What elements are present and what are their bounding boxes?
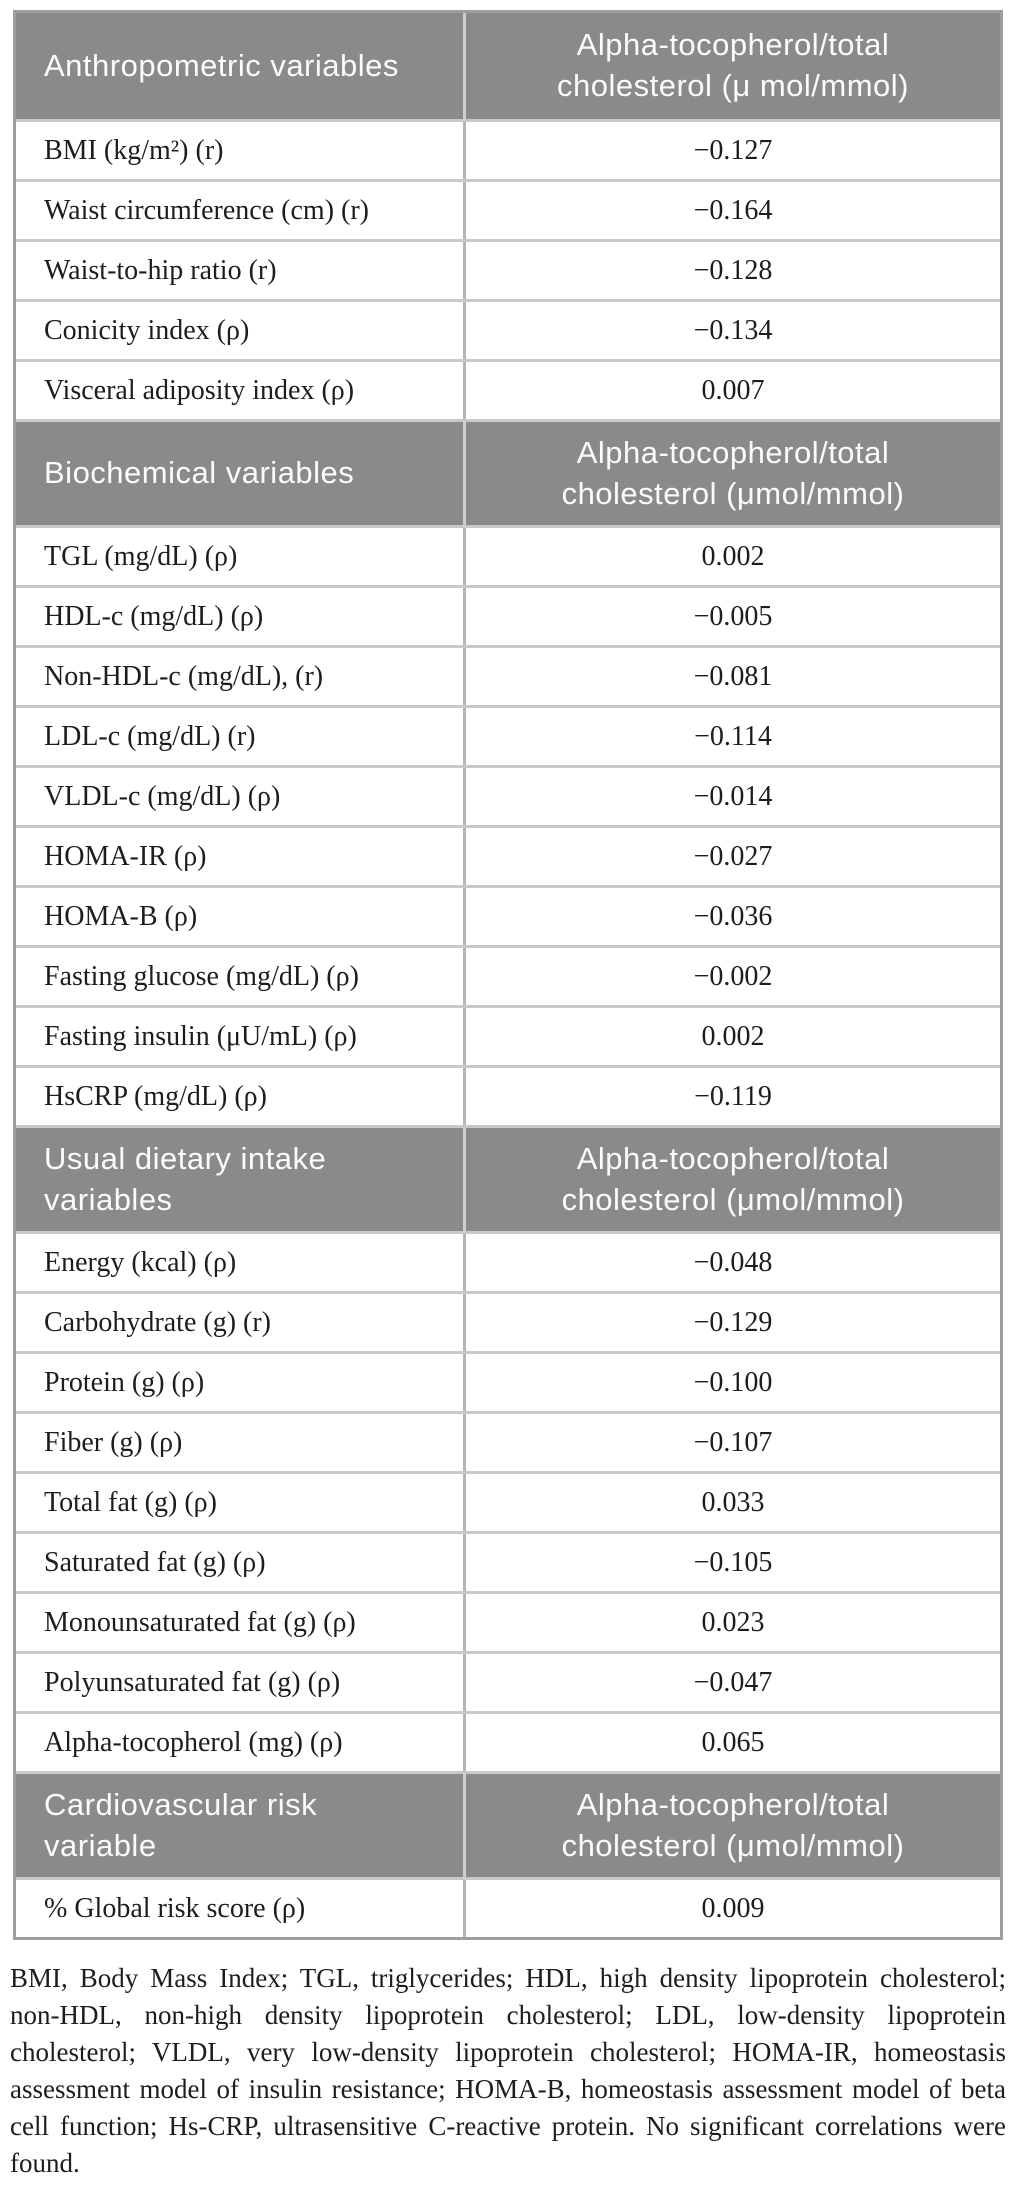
table-row: BMI (kg/m²) (r) −0.127 xyxy=(16,119,1000,179)
row-value: −0.005 xyxy=(463,588,1000,645)
section-header-label: Cardiovascular risk variable xyxy=(16,1774,463,1877)
section-header-value-column: Alpha-tocopherol/total cholesterol (μ mo… xyxy=(463,13,1000,119)
row-value: 0.009 xyxy=(463,1880,1000,1937)
row-label: TGL (mg/dL) (ρ) xyxy=(44,540,238,572)
section-rows: Energy (kcal) (ρ) −0.048 Carbohydrate (g… xyxy=(16,1231,1000,1771)
table-section: Biochemical variables Alpha-tocopherol/t… xyxy=(16,419,1000,1125)
section-rows: BMI (kg/m²) (r) −0.127 Waist circumferen… xyxy=(16,119,1000,419)
correlation-table: Anthropometric variables Alpha-tocophero… xyxy=(13,10,1003,1940)
section-header-row: Cardiovascular risk variable Alpha-tocop… xyxy=(16,1771,1000,1877)
table-row: Alpha-tocopherol (mg) (ρ) 0.065 xyxy=(16,1711,1000,1771)
row-value: −0.119 xyxy=(463,1068,1000,1125)
section-header-label: Usual dietary intake variables xyxy=(16,1128,463,1231)
section-rows: % Global risk score (ρ) 0.009 xyxy=(16,1877,1000,1937)
row-label: % Global risk score (ρ) xyxy=(44,1892,306,1924)
row-label: VLDL-c (mg/dL) (ρ) xyxy=(44,780,281,812)
section-header-label: Biochemical variables xyxy=(16,422,463,525)
row-value: −0.134 xyxy=(463,302,1000,359)
row-value: −0.107 xyxy=(463,1414,1000,1471)
row-value: −0.002 xyxy=(463,948,1000,1005)
row-label: Fiber (g) (ρ) xyxy=(44,1426,183,1458)
row-value: −0.014 xyxy=(463,768,1000,825)
row-label: Energy (kcal) (ρ) xyxy=(44,1246,237,1278)
table-row: Waist-to-hip ratio (r) −0.128 xyxy=(16,239,1000,299)
row-label: Waist-to-hip ratio (r) xyxy=(44,254,277,286)
section-header-value-column: Alpha-tocopherol/total cholesterol (μmol… xyxy=(463,1774,1000,1877)
table-row: Protein (g) (ρ) −0.100 xyxy=(16,1351,1000,1411)
row-label: Total fat (g) (ρ) xyxy=(44,1486,217,1518)
table-section: Usual dietary intake variables Alpha-toc… xyxy=(16,1125,1000,1771)
table-row: Fasting glucose (mg/dL) (ρ) −0.002 xyxy=(16,945,1000,1005)
table-row: Carbohydrate (g) (r) −0.129 xyxy=(16,1291,1000,1351)
table-row: Total fat (g) (ρ) 0.033 xyxy=(16,1471,1000,1531)
table-row: Non-HDL-c (mg/dL), (r) −0.081 xyxy=(16,645,1000,705)
row-value: −0.036 xyxy=(463,888,1000,945)
section-header-row: Usual dietary intake variables Alpha-toc… xyxy=(16,1125,1000,1231)
row-label: Conicity index (ρ) xyxy=(44,314,250,346)
table-row: Saturated fat (g) (ρ) −0.105 xyxy=(16,1531,1000,1591)
row-label: Waist circumference (cm) (r) xyxy=(44,194,369,226)
row-label: HOMA-B (ρ) xyxy=(44,900,198,932)
table-row: HOMA-IR (ρ) −0.027 xyxy=(16,825,1000,885)
section-header-label: Anthropometric variables xyxy=(16,13,463,119)
row-label: BMI (kg/m²) (r) xyxy=(44,134,224,166)
table-row: Conicity index (ρ) −0.134 xyxy=(16,299,1000,359)
section-rows: TGL (mg/dL) (ρ) 0.002 HDL-c (mg/dL) (ρ) … xyxy=(16,525,1000,1125)
section-header-value-column: Alpha-tocopherol/total cholesterol (μmol… xyxy=(463,422,1000,525)
row-label: Fasting insulin (μU/mL) (ρ) xyxy=(44,1020,357,1052)
row-value: 0.002 xyxy=(463,528,1000,585)
table-row: Waist circumference (cm) (r) −0.164 xyxy=(16,179,1000,239)
row-value: 0.023 xyxy=(463,1594,1000,1651)
row-label: Carbohydrate (g) (r) xyxy=(44,1306,272,1338)
table-row: HsCRP (mg/dL) (ρ) −0.119 xyxy=(16,1065,1000,1125)
row-value: 0.065 xyxy=(463,1714,1000,1771)
section-header-row: Biochemical variables Alpha-tocopherol/t… xyxy=(16,419,1000,525)
row-label: Saturated fat (g) (ρ) xyxy=(44,1546,266,1578)
table-row: Energy (kcal) (ρ) −0.048 xyxy=(16,1231,1000,1291)
table-row: VLDL-c (mg/dL) (ρ) −0.014 xyxy=(16,765,1000,825)
row-label: Polyunsaturated fat (g) (ρ) xyxy=(44,1666,341,1698)
table-row: Fiber (g) (ρ) −0.107 xyxy=(16,1411,1000,1471)
table-row: TGL (mg/dL) (ρ) 0.002 xyxy=(16,525,1000,585)
row-value: 0.033 xyxy=(463,1474,1000,1531)
row-label: Alpha-tocopherol (mg) (ρ) xyxy=(44,1726,343,1758)
row-label: Fasting glucose (mg/dL) (ρ) xyxy=(44,960,359,992)
table-row: HDL-c (mg/dL) (ρ) −0.005 xyxy=(16,585,1000,645)
table-row: Visceral adiposity index (ρ) 0.007 xyxy=(16,359,1000,419)
row-value: −0.047 xyxy=(463,1654,1000,1711)
row-value: −0.105 xyxy=(463,1534,1000,1591)
table-row: LDL-c (mg/dL) (r) −0.114 xyxy=(16,705,1000,765)
section-header-row: Anthropometric variables Alpha-tocophero… xyxy=(16,13,1000,119)
table-row: HOMA-B (ρ) −0.036 xyxy=(16,885,1000,945)
table-footnote: BMI, Body Mass Index; TGL, triglycerides… xyxy=(10,1963,1006,2178)
row-value: −0.048 xyxy=(463,1234,1000,1291)
row-label: LDL-c (mg/dL) (r) xyxy=(44,720,256,752)
row-value: −0.081 xyxy=(463,648,1000,705)
row-label: HOMA-IR (ρ) xyxy=(44,840,207,872)
row-value: −0.027 xyxy=(463,828,1000,885)
row-label: Non-HDL-c (mg/dL), (r) xyxy=(44,660,324,692)
table-row: Monounsaturated fat (g) (ρ) 0.023 xyxy=(16,1591,1000,1651)
table-section: Cardiovascular risk variable Alpha-tocop… xyxy=(16,1771,1000,1937)
row-value: −0.129 xyxy=(463,1294,1000,1351)
row-label: Protein (g) (ρ) xyxy=(44,1366,205,1398)
row-label: Visceral adiposity index (ρ) xyxy=(44,374,355,406)
row-value: −0.128 xyxy=(463,242,1000,299)
table-row: Fasting insulin (μU/mL) (ρ) 0.002 xyxy=(16,1005,1000,1065)
row-value: −0.114 xyxy=(463,708,1000,765)
row-label: Monounsaturated fat (g) (ρ) xyxy=(44,1606,356,1638)
row-label: HsCRP (mg/dL) (ρ) xyxy=(44,1080,267,1112)
row-value: 0.002 xyxy=(463,1008,1000,1065)
row-value: −0.127 xyxy=(463,122,1000,179)
table-row: Polyunsaturated fat (g) (ρ) −0.047 xyxy=(16,1651,1000,1711)
table-row: % Global risk score (ρ) 0.009 xyxy=(16,1877,1000,1937)
row-label: HDL-c (mg/dL) (ρ) xyxy=(44,600,264,632)
row-value: −0.100 xyxy=(463,1354,1000,1411)
row-value: −0.164 xyxy=(463,182,1000,239)
section-header-value-column: Alpha-tocopherol/total cholesterol (μmol… xyxy=(463,1128,1000,1231)
table-section: Anthropometric variables Alpha-tocophero… xyxy=(16,13,1000,419)
row-value: 0.007 xyxy=(463,362,1000,419)
